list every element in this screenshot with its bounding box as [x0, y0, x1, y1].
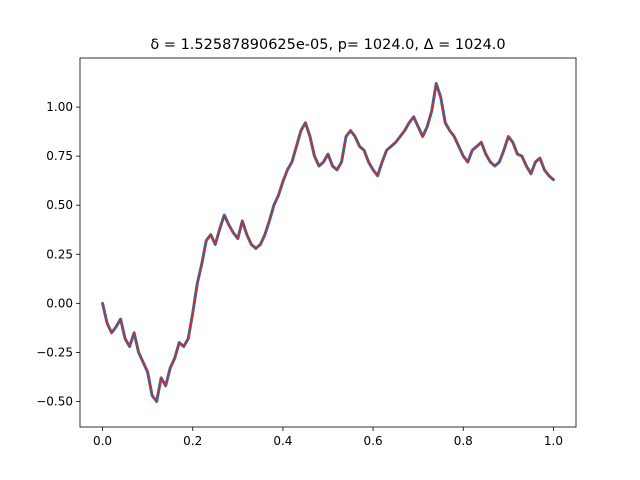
x-tick-label: 1.0 [544, 434, 563, 448]
y-tick-label: −0.50 [36, 394, 73, 408]
y-tick-label: 0.75 [46, 149, 73, 163]
y-axis: −0.50 −0.25 0.00 0.25 0.50 0.75 1.00 [36, 100, 80, 408]
x-tick-label: 0.6 [364, 434, 383, 448]
series-layer [101, 82, 555, 403]
y-tick-label: 0.25 [46, 247, 73, 261]
chart-title: δ = 1.52587890625e-05, p= 1024.0, Δ = 10… [150, 37, 505, 53]
y-tick-label: −0.25 [36, 345, 73, 359]
plot-frame [79, 57, 577, 428]
y-tick-label: 0.50 [46, 198, 73, 212]
series-line-1 [101, 82, 555, 403]
y-tick-label: 1.00 [46, 100, 73, 114]
x-tick-label: 0.0 [93, 434, 112, 448]
x-axis: 0.0 0.2 0.4 0.6 0.8 1.0 [93, 427, 563, 448]
x-tick-label: 0.8 [454, 434, 473, 448]
y-tick-label: 0.00 [46, 296, 73, 310]
x-tick-label: 0.4 [273, 434, 292, 448]
x-tick-label: 0.2 [183, 434, 202, 448]
